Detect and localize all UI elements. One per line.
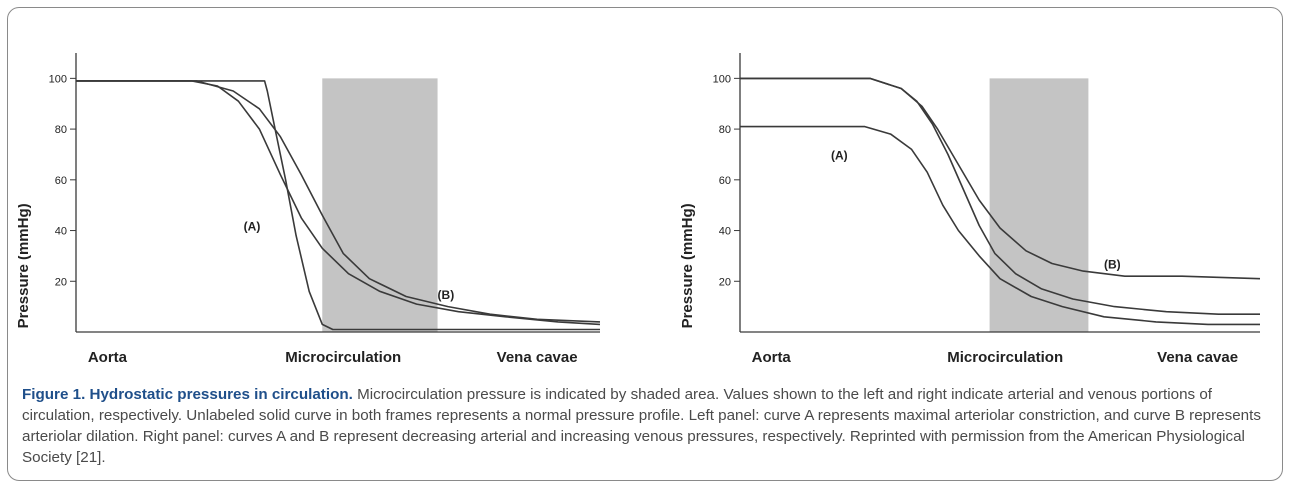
curve-normal [76, 80, 601, 326]
x-category-label-vena-cavae: Vena cavae [497, 349, 578, 366]
curve-label-A: (A) [244, 220, 261, 234]
y-tick-label: 100 [713, 73, 731, 85]
y-axis-label: Pressure (mmHg) [18, 203, 32, 328]
x-category-label-vena-cavae: Vena cavae [1157, 349, 1238, 366]
y-tick-label: 40 [719, 226, 731, 238]
figure-caption: Figure 1. Hydrostatic pressures in circu… [22, 384, 1272, 468]
left-chart-svg: 20 40 60 80 100 Pressure (mmHg) Aorta Microcirc… [15, 53, 601, 366]
right-chart-svg: 20 40 60 80 100 Pressure (mmHg) Aorta Microcirc… [679, 53, 1261, 366]
y-tick-label: 20 [719, 276, 731, 288]
curve-label-A: (A) [831, 149, 848, 163]
curve-label-B: (B) [438, 288, 455, 302]
microcirculation-shaded-area [322, 78, 438, 332]
y-tick-label: 100 [49, 73, 67, 85]
curve-A [740, 125, 1260, 326]
y-tick-label: 80 [55, 124, 67, 136]
caption-title: Figure 1. Hydrostatic pressures in circu… [22, 386, 353, 403]
y-axis-label: Pressure (mmHg) [679, 203, 696, 328]
left-panel-chart: 20 40 60 80 100 Pressure (mmHg) Aorta Microcirc… [15, 20, 633, 370]
right-panel-chart: 20 40 60 80 100 Pressure (mmHg) Aorta Microcirc… [668, 20, 1290, 370]
y-tick-label: 20 [55, 276, 67, 288]
x-category-label-microcirculation: Microcirculation [947, 349, 1063, 366]
x-category-label-microcirculation: Microcirculation [285, 349, 401, 366]
figure-frame: 20 40 60 80 100 Pressure (mmHg) Aorta Microcirc… [7, 7, 1283, 481]
caption-text: Microcirculation pressure is indicated b… [22, 386, 1261, 466]
curve-B [76, 80, 601, 323]
y-tick-label: 80 [719, 124, 731, 136]
y-tick-label: 40 [55, 226, 67, 238]
x-category-label-aorta: Aorta [752, 349, 792, 366]
y-tick-label: 60 [55, 175, 67, 187]
microcirculation-shaded-area [989, 78, 1089, 332]
x-category-label-aorta: Aorta [88, 349, 128, 366]
curve-A [76, 80, 600, 331]
curve-label-B: (B) [1104, 258, 1121, 272]
curve-B [740, 77, 1261, 280]
y-tick-label: 60 [719, 175, 731, 187]
